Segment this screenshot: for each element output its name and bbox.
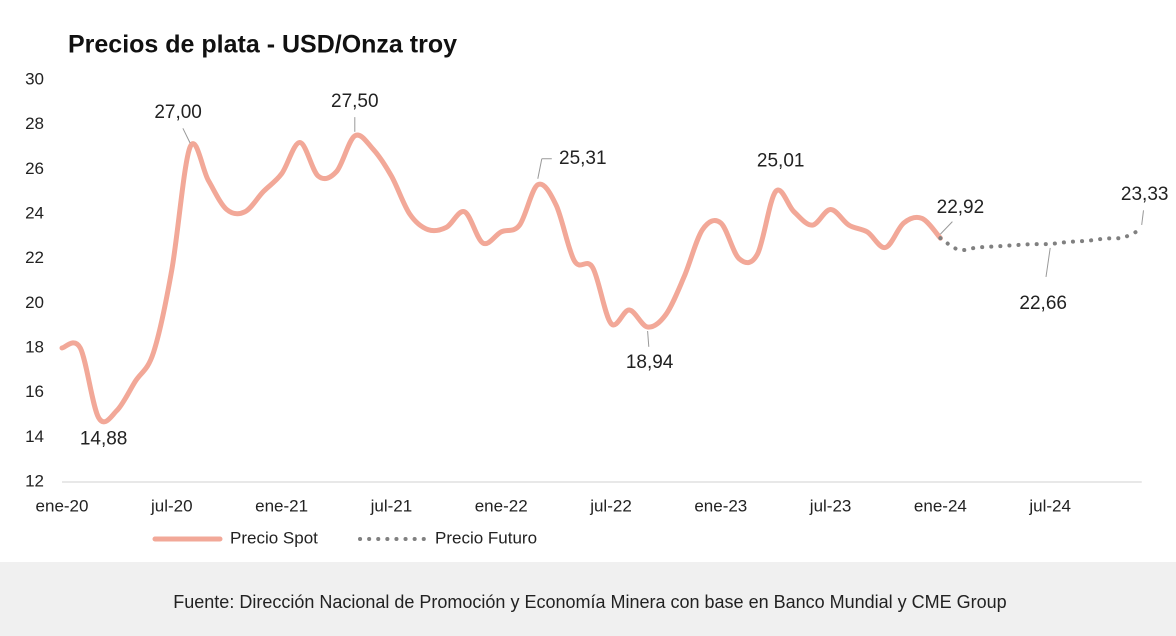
chart-title: Precios de plata - USD/Onza troy — [68, 31, 457, 59]
y-tick-label: 18 — [25, 337, 44, 356]
y-tick-label: 24 — [25, 203, 44, 222]
data-label: 22,66 — [1019, 293, 1067, 314]
x-tick-label: ene-22 — [475, 496, 528, 515]
y-tick-label: 16 — [25, 382, 44, 401]
y-tick-label: 28 — [25, 114, 44, 133]
x-tick-label: ene-24 — [914, 496, 967, 515]
y-tick-label: 14 — [25, 427, 44, 446]
leader-line — [182, 128, 191, 144]
data-label: 23,33 — [1121, 184, 1169, 205]
x-tick-label: jul-23 — [809, 496, 852, 515]
footer-background — [0, 562, 1176, 636]
series-line — [59, 132, 943, 425]
x-tick-label: ene-23 — [694, 496, 747, 515]
data-label: 25,31 — [559, 148, 607, 169]
leader-line — [537, 158, 543, 179]
x-tick-label: jul-20 — [150, 496, 193, 515]
data-label: 14,88 — [80, 429, 128, 450]
x-tick-label: jul-24 — [1028, 496, 1071, 515]
leader-line — [940, 221, 953, 235]
leader-line — [1045, 247, 1051, 277]
legend-label: Precio Spot — [230, 528, 318, 547]
data-label: 27,50 — [331, 91, 379, 112]
y-tick-label: 12 — [25, 471, 44, 490]
data-label: 27,00 — [154, 102, 202, 123]
data-label: 22,92 — [937, 197, 985, 218]
source-note: Fuente: Dirección Nacional de Promoción … — [173, 592, 1006, 612]
chart-background — [0, 0, 1176, 562]
y-tick-label: 20 — [25, 293, 44, 312]
x-tick-label: ene-20 — [36, 496, 89, 515]
data-label: 25,01 — [757, 150, 805, 171]
legend-label: Precio Futuro — [435, 528, 537, 547]
y-tick-label: 30 — [25, 69, 44, 88]
data-label: 18,94 — [626, 352, 674, 373]
x-tick-label: jul-22 — [589, 496, 632, 515]
x-tick-label: jul-21 — [370, 496, 413, 515]
y-tick-label: 22 — [25, 248, 44, 267]
x-tick-label: ene-21 — [255, 496, 308, 515]
leader-line — [1141, 210, 1144, 226]
y-tick-label: 26 — [25, 159, 44, 178]
leader-line — [647, 330, 650, 347]
